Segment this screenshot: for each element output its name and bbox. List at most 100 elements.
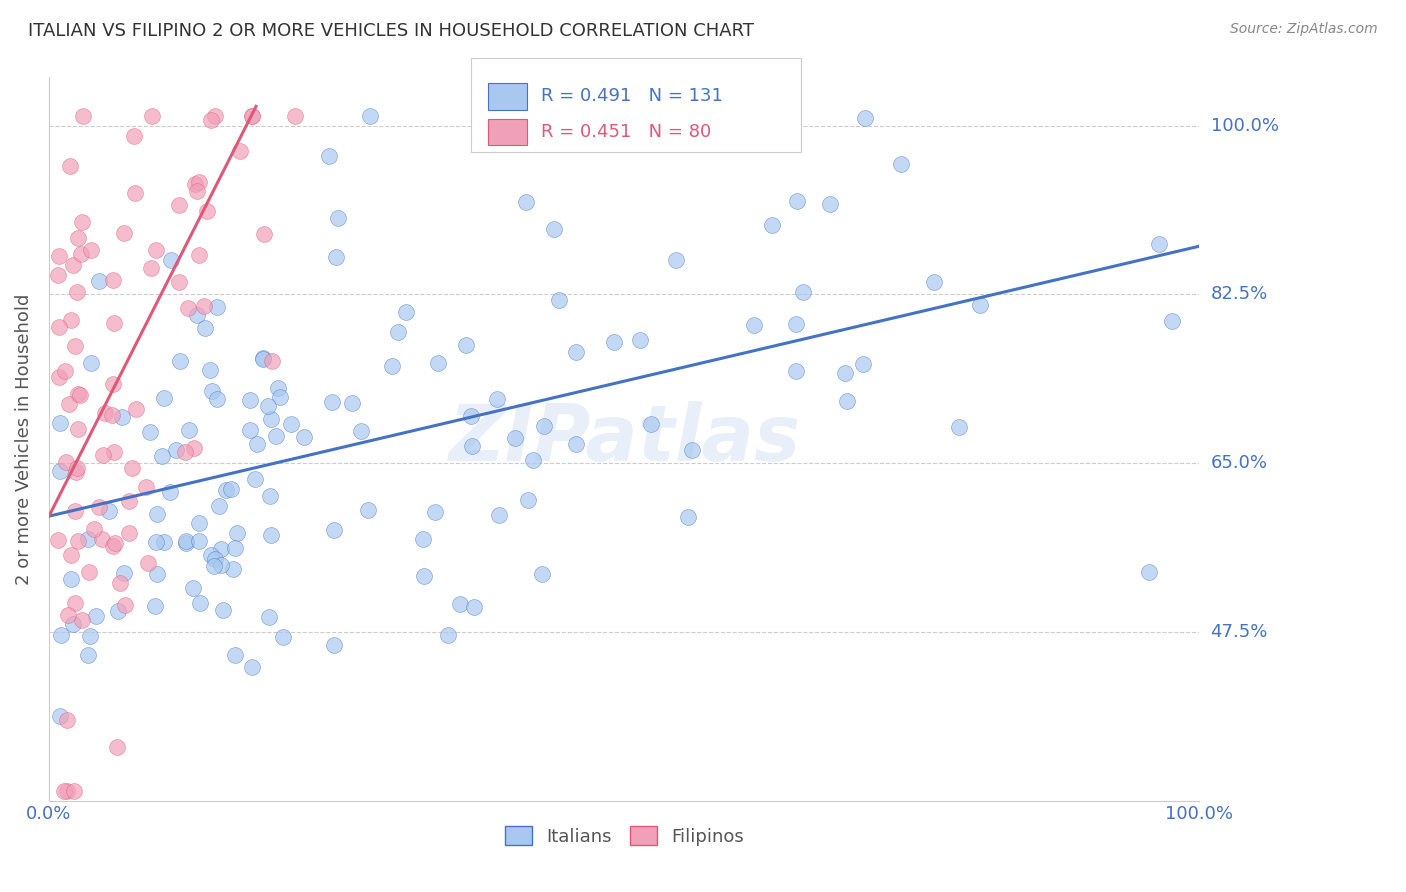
Point bbox=[427, 356, 450, 370]
Point bbox=[167, 275, 190, 289]
Point bbox=[91, 532, 114, 546]
Point bbox=[194, 321, 217, 335]
Point bbox=[456, 338, 478, 352]
Point bbox=[66, 422, 89, 436]
Point bbox=[328, 211, 350, 225]
Point bbox=[437, 627, 460, 641]
Point bbox=[188, 516, 211, 531]
Point bbox=[118, 525, 141, 540]
Point bbox=[204, 552, 226, 566]
Point bbox=[174, 445, 197, 459]
Point bbox=[174, 536, 197, 550]
Point bbox=[46, 533, 69, 547]
Point bbox=[243, 473, 266, 487]
Point bbox=[48, 319, 70, 334]
Point bbox=[124, 186, 146, 200]
Point bbox=[413, 568, 436, 582]
Point bbox=[259, 489, 281, 503]
Point bbox=[169, 354, 191, 368]
Point bbox=[266, 381, 288, 395]
Point bbox=[103, 316, 125, 330]
Point bbox=[69, 388, 91, 402]
Point bbox=[125, 402, 148, 417]
Point bbox=[239, 392, 262, 407]
Point bbox=[200, 548, 222, 562]
Point bbox=[786, 194, 808, 208]
Point bbox=[253, 227, 276, 242]
Point bbox=[395, 305, 418, 319]
Point bbox=[49, 628, 72, 642]
Point bbox=[460, 409, 482, 423]
Point bbox=[153, 391, 176, 405]
Point bbox=[80, 243, 103, 257]
Point bbox=[60, 572, 83, 586]
Point bbox=[187, 175, 209, 189]
Point bbox=[177, 301, 200, 315]
Point bbox=[65, 465, 87, 479]
Point bbox=[260, 412, 283, 426]
Point bbox=[224, 541, 246, 555]
Point bbox=[188, 533, 211, 548]
Point bbox=[664, 252, 686, 267]
Point bbox=[209, 558, 232, 573]
Point bbox=[602, 334, 624, 349]
Point bbox=[70, 215, 93, 229]
Point bbox=[159, 484, 181, 499]
Point bbox=[77, 565, 100, 579]
Point bbox=[548, 293, 571, 308]
Point bbox=[107, 604, 129, 618]
Point bbox=[87, 500, 110, 515]
Point bbox=[628, 333, 651, 347]
Point bbox=[62, 617, 84, 632]
Point bbox=[48, 248, 70, 262]
Point bbox=[80, 355, 103, 369]
Point bbox=[565, 344, 588, 359]
Point bbox=[211, 603, 233, 617]
Point bbox=[83, 522, 105, 536]
Point bbox=[59, 548, 82, 562]
Point bbox=[325, 250, 347, 264]
Point bbox=[323, 638, 346, 652]
Point bbox=[89, 273, 111, 287]
Point bbox=[59, 159, 82, 173]
Point bbox=[48, 370, 70, 384]
Point bbox=[117, 494, 139, 508]
Point bbox=[412, 532, 434, 546]
Point bbox=[853, 112, 876, 126]
Text: 82.5%: 82.5% bbox=[1211, 285, 1268, 303]
Point bbox=[114, 598, 136, 612]
Point bbox=[463, 599, 485, 614]
Text: 100.0%: 100.0% bbox=[1211, 117, 1278, 135]
Point bbox=[202, 559, 225, 574]
Point bbox=[530, 566, 553, 581]
Point bbox=[76, 648, 98, 663]
Point bbox=[169, 198, 191, 212]
Point bbox=[195, 204, 218, 219]
Point bbox=[187, 248, 209, 262]
Legend: Italians, Filipinos: Italians, Filipinos bbox=[498, 819, 751, 853]
Point bbox=[160, 252, 183, 267]
Point bbox=[60, 312, 83, 326]
Point bbox=[260, 528, 283, 542]
Point bbox=[257, 399, 280, 413]
Point bbox=[67, 231, 90, 245]
Point bbox=[91, 448, 114, 462]
Point bbox=[269, 390, 291, 404]
Point bbox=[56, 714, 79, 728]
Point bbox=[100, 408, 122, 422]
Point bbox=[56, 784, 79, 798]
Point bbox=[262, 353, 284, 368]
Point bbox=[922, 275, 945, 289]
Point bbox=[200, 113, 222, 128]
Point bbox=[208, 499, 231, 513]
Text: R = 0.491   N = 131: R = 0.491 N = 131 bbox=[541, 87, 723, 105]
Point bbox=[835, 394, 858, 409]
Point bbox=[141, 109, 163, 123]
Point bbox=[785, 317, 807, 331]
Point bbox=[252, 351, 274, 365]
Point bbox=[174, 534, 197, 549]
Point bbox=[145, 507, 167, 521]
Point bbox=[101, 539, 124, 553]
Point bbox=[111, 410, 134, 425]
Point bbox=[150, 449, 173, 463]
